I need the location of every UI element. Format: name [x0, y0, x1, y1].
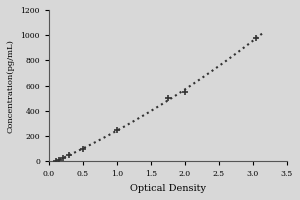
X-axis label: Optical Density: Optical Density [130, 184, 206, 193]
Y-axis label: Concentration(pg/mL): Concentration(pg/mL) [7, 39, 15, 133]
